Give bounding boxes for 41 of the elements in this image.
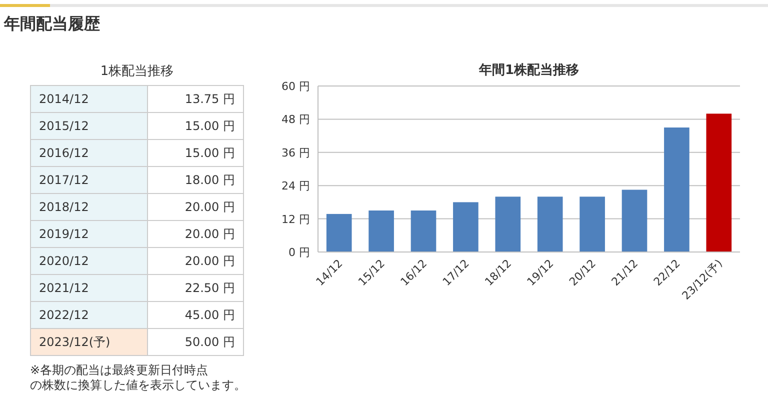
text: 18.00 円 — [184, 172, 235, 186]
y-tick-label: 12 円 — [282, 212, 310, 226]
category-label: 2023/12(予) — [30, 328, 148, 356]
category-label: 2014/12 — [30, 86, 148, 112]
text: 年間配当履歴 — [4, 14, 100, 35]
y-tick-label: 24 円 — [282, 180, 310, 193]
category-label: 2018/12 — [30, 194, 148, 220]
text: 15.00 円 — [184, 118, 235, 132]
category-label: 2020/12 — [30, 248, 148, 274]
text: 1株配当推移 — [99, 63, 175, 80]
bar — [495, 196, 521, 252]
category-label: 2019/12 — [30, 220, 148, 248]
bar — [368, 210, 394, 252]
bar — [537, 196, 563, 252]
chart-title: 年間1株配当推移 — [478, 63, 580, 78]
bar — [706, 114, 732, 252]
text: ※各期の配当は最終更新日付時点 — [30, 363, 208, 378]
y-tick-label: 48 円 — [282, 113, 310, 126]
text: 20.00 円 — [184, 226, 235, 240]
text: 13.75 円 — [184, 92, 235, 106]
category-label: 2022/12 — [30, 302, 148, 328]
y-tick-label: 60 円 — [282, 80, 310, 93]
bar — [326, 214, 352, 252]
text: の株数に換算した値を表示しています。 — [30, 378, 246, 393]
category-label: 2017/12 — [30, 166, 148, 194]
category-label: 2021/12 — [30, 274, 148, 302]
y-tick-label: 0 円 — [288, 246, 310, 259]
text: 20.00 円 — [184, 200, 235, 214]
bar — [580, 196, 605, 252]
bar — [622, 190, 648, 252]
text: 22.50 円 — [184, 280, 235, 294]
text: 45.00 円 — [184, 308, 235, 322]
category-label: 2016/12 — [30, 140, 148, 166]
text: 50.00 円 — [184, 334, 235, 348]
category-label: 2015/12 — [30, 112, 148, 140]
bar — [453, 202, 478, 252]
text: 20.00 円 — [184, 254, 235, 268]
y-tick-label: 36 円 — [282, 146, 310, 160]
bar — [410, 210, 436, 252]
bar — [664, 128, 690, 252]
text: 15.00 円 — [184, 146, 235, 160]
